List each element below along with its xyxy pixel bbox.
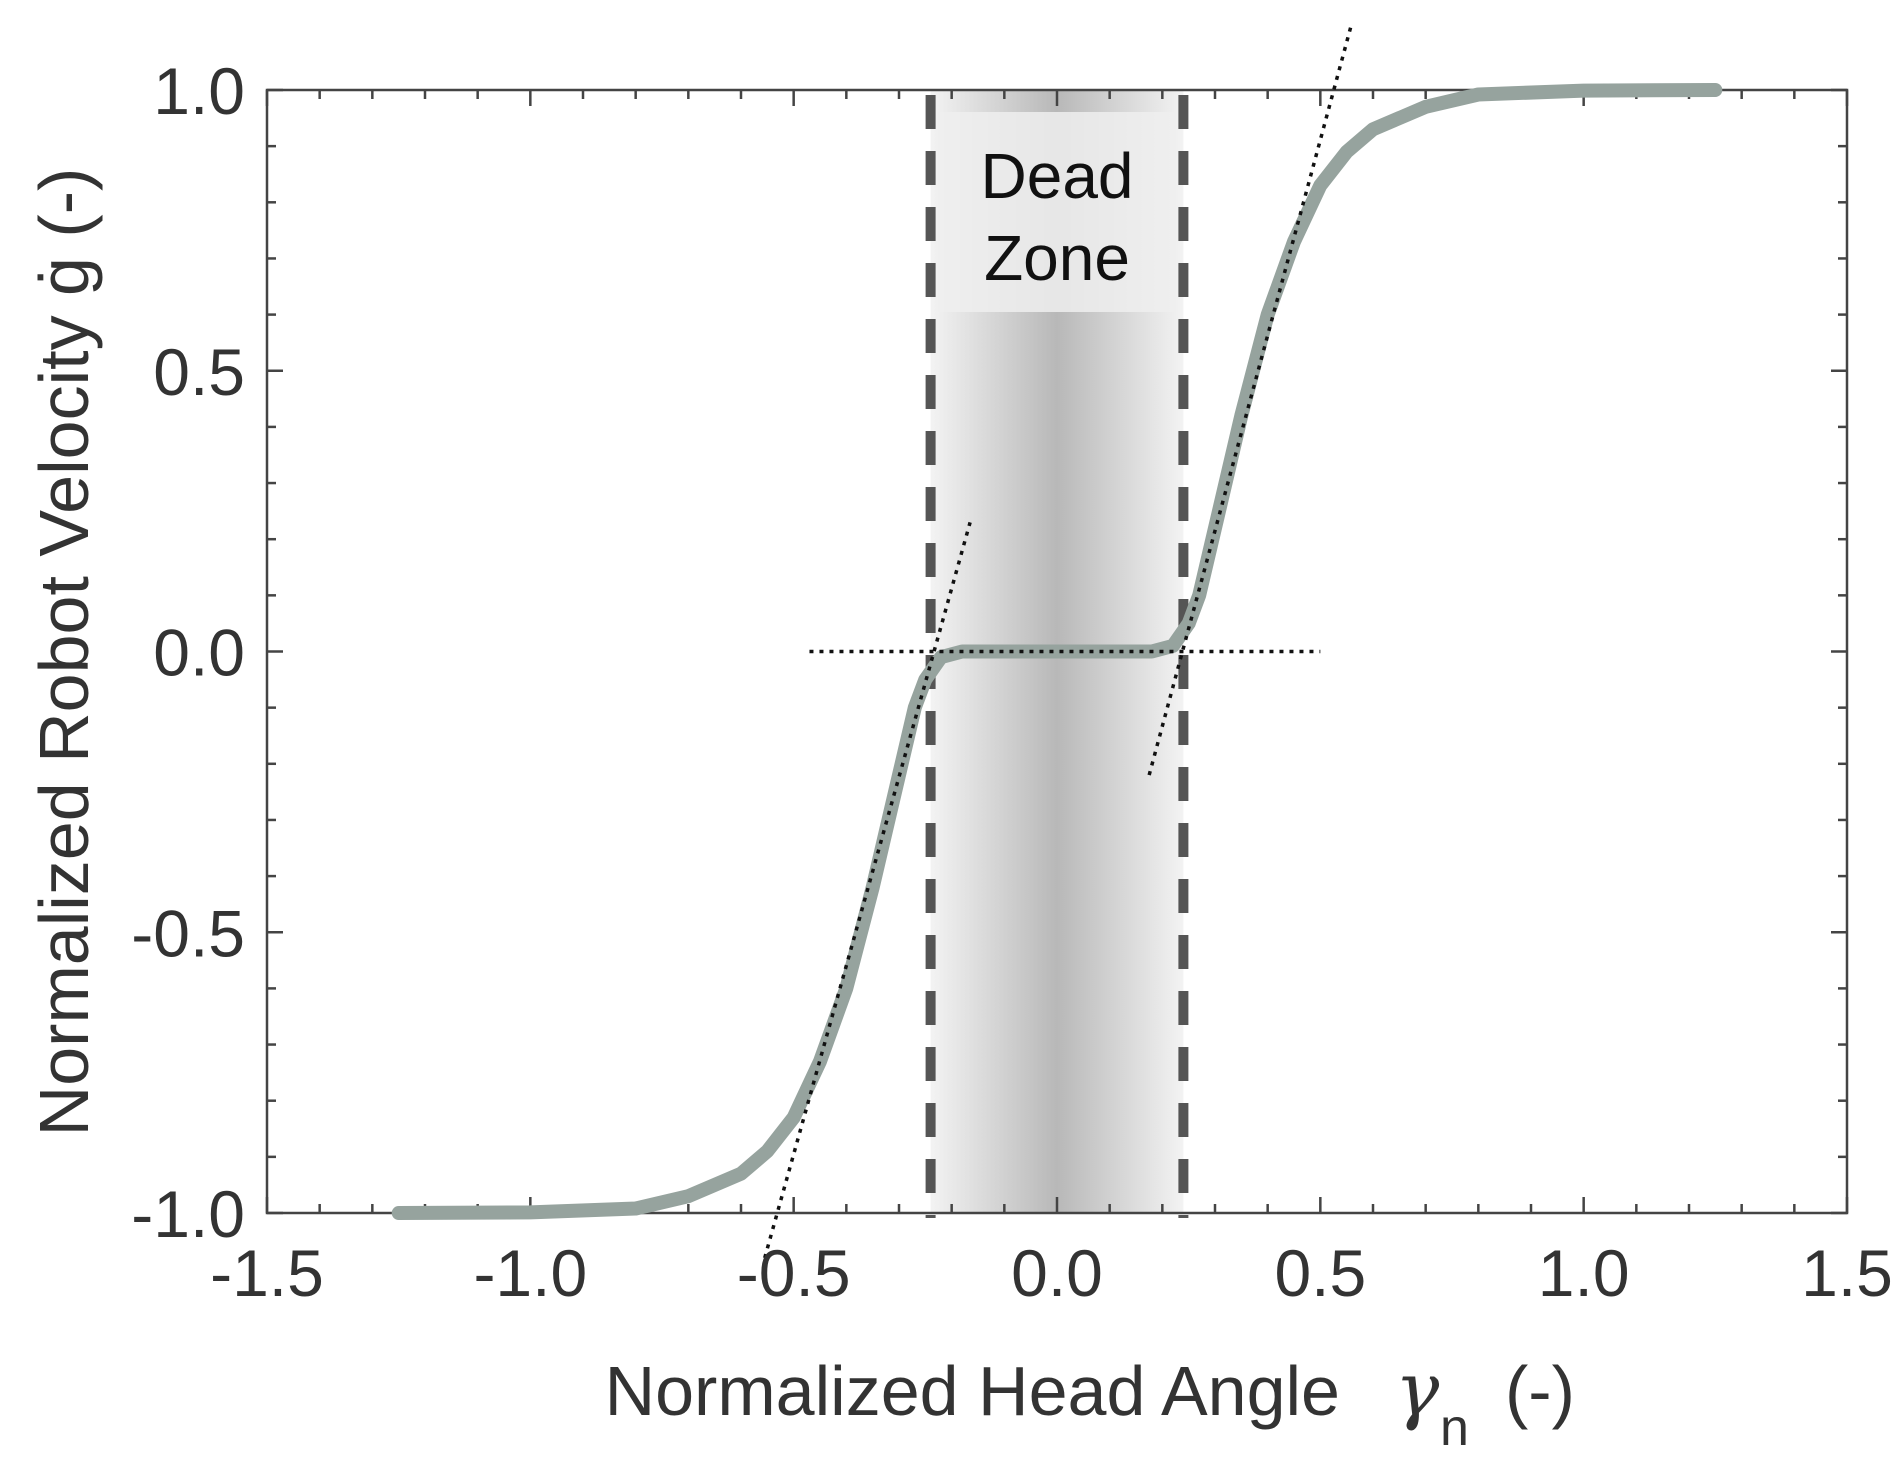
x-tick-label: 0.0 [1011, 1236, 1103, 1310]
y-tick-label: 0.0 [153, 616, 245, 690]
dead-zone-label-line1: Dead [981, 140, 1134, 212]
dead-zone-label-line2: Zone [984, 222, 1130, 294]
y-tick-label: -0.5 [131, 896, 245, 970]
x-axis-unit: (-) [1505, 1352, 1575, 1430]
x-axis-subscript: n [1440, 1399, 1469, 1457]
x-tick-label: 1.0 [1538, 1236, 1630, 1310]
y-tick-label: 0.5 [153, 335, 245, 409]
dead-zone-label-background [938, 112, 1176, 312]
y-tick-labels: -1.0 -0.5 0.0 0.5 1.0 [131, 54, 245, 1251]
x-tick-label: 0.5 [1274, 1236, 1366, 1310]
reference-lines [763, 22, 1354, 1259]
x-axis-symbol: γ [1395, 1347, 1440, 1433]
x-tick-labels: -1.5 -1.0 -0.5 0.0 0.5 1.0 1.5 [210, 1236, 1893, 1310]
x-axis-title: Normalized Head Angle [605, 1352, 1340, 1430]
y-tick-label: -1.0 [131, 1177, 245, 1251]
x-tick-label: -1.5 [210, 1236, 324, 1310]
x-tick-label: -1.0 [473, 1236, 587, 1310]
y-axis-title: Normalized Robot Velocity ġ (-) [25, 168, 103, 1137]
left-tangent [763, 521, 972, 1259]
x-tick-label: -0.5 [737, 1236, 851, 1310]
x-tick-label: 1.5 [1801, 1236, 1893, 1310]
y-tick-label: 1.0 [153, 54, 245, 128]
velocity-curve [391, 83, 1723, 1220]
